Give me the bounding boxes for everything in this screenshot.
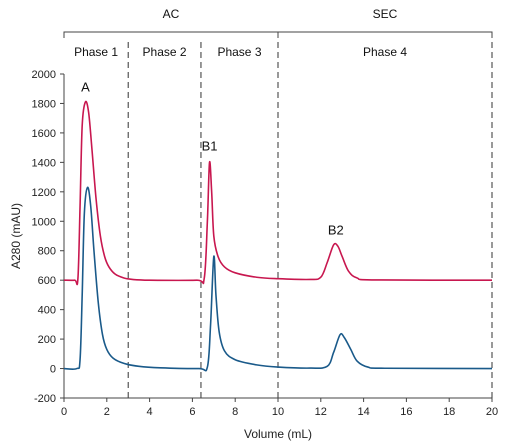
group-bracket [277, 31, 493, 38]
y-tick-label: 1400 [32, 157, 56, 169]
y-axis-title: A280 (mAU) [9, 203, 23, 269]
y-tick-label: 600 [38, 275, 56, 287]
series-line-lower [63, 186, 493, 372]
group-label: AC [163, 7, 180, 21]
group-brackets: AC SEC [63, 7, 493, 38]
x-tick-label: 10 [272, 406, 284, 418]
x-tick-label: 8 [232, 406, 238, 418]
phase-label: Phase 3 [217, 45, 261, 59]
y-tick-label: -200 [34, 393, 56, 405]
series-line-upper [63, 100, 493, 286]
peak-label: B2 [328, 223, 344, 238]
peak-label: B1 [202, 139, 218, 154]
y-tick-label: 200 [38, 334, 56, 346]
x-tick-label: 2 [104, 406, 110, 418]
y-tick-label: 400 [38, 305, 56, 317]
y-tick-label: 2000 [32, 69, 56, 81]
x-tick-label: 4 [147, 406, 153, 418]
x-tick-label: 0 [61, 406, 67, 418]
axes: -200020040060080010001200140016001800200… [9, 69, 498, 441]
group-label: SEC [373, 7, 398, 21]
x-tick-label: 20 [486, 406, 498, 418]
y-tick-label: 1000 [32, 216, 56, 228]
phase-label: Phase 4 [363, 45, 407, 59]
x-axis-title: Volume (mL) [244, 427, 312, 441]
x-tick-label: 6 [189, 406, 195, 418]
x-tick-label: 12 [315, 406, 327, 418]
phase-label: Phase 2 [143, 45, 187, 59]
y-tick-label: 1600 [32, 128, 56, 140]
x-tick-label: 14 [357, 406, 369, 418]
y-tick-label: 0 [50, 364, 56, 376]
group-bracket [63, 31, 279, 38]
phase-boundaries [127, 42, 493, 398]
phase-label: Phase 1 [74, 45, 118, 59]
x-tick-label: 18 [443, 406, 455, 418]
x-tick-label: 16 [400, 406, 412, 418]
y-tick-label: 800 [38, 246, 56, 258]
annotations: Phase 1 Phase 2 Phase 3 Phase 4 A B1 B2 [74, 45, 407, 238]
series-lines [63, 100, 493, 372]
peak-label: A [81, 80, 90, 95]
y-tick-label: 1800 [32, 98, 56, 110]
y-tick-label: 1200 [32, 187, 56, 199]
